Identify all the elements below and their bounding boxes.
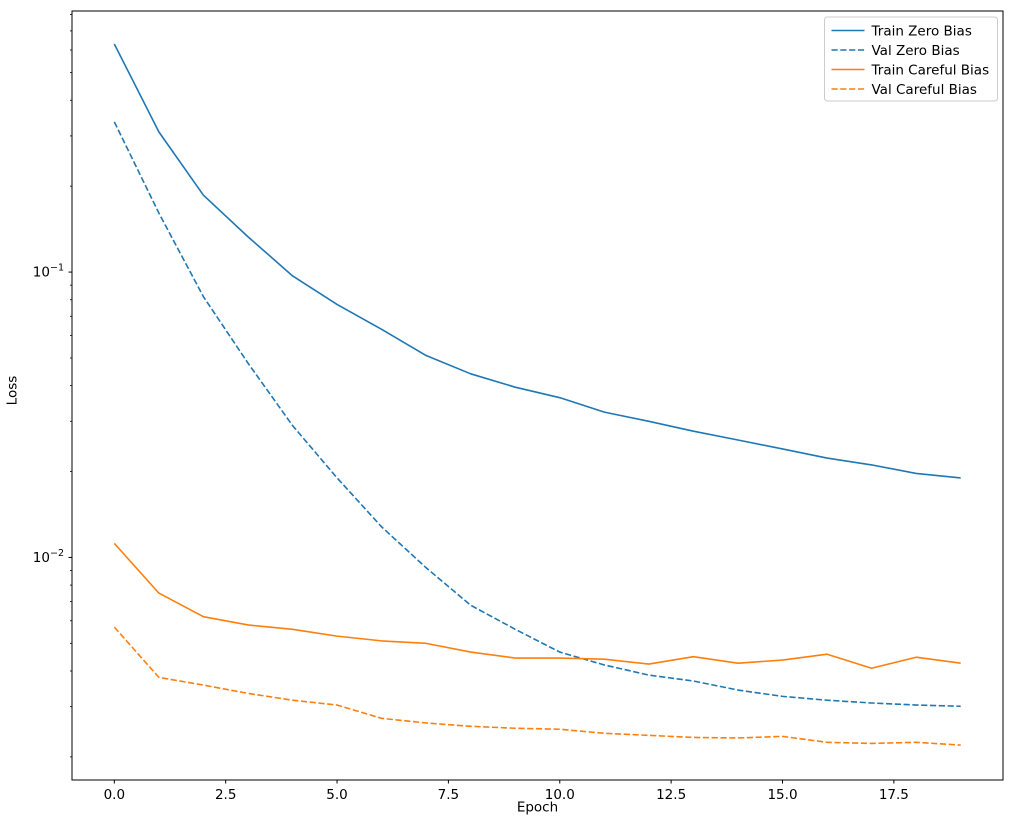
series-lines [113,43,961,746]
line-train-zero-bias [113,43,961,479]
x-tick-label: 5.0 [326,787,347,803]
line-val-zero-bias [113,121,961,708]
x-tick-label: 2.5 [215,787,236,803]
x-tick-label: 12.5 [656,787,686,803]
legend-label-train-careful-bias: Train Careful Bias [871,62,990,78]
y-axis-label: Loss [5,376,21,406]
legend-label-val-zero-bias: Val Zero Bias [872,43,960,59]
y-axis-minor-ticks [70,13,72,758]
y-axis-major-ticks: 10−1 10−2 [33,263,72,566]
legend-item-val-zero-bias: Val Zero Bias [831,43,960,59]
legend-box [824,16,998,102]
plot-frame [71,10,1004,781]
x-tick-label: 7.5 [438,787,459,803]
x-tick-label: 17.5 [879,787,909,803]
legend-item-train-zero-bias: Train Zero Bias [831,23,972,39]
plot-spines [71,10,1004,781]
legend: Train Zero Bias Val Zero Bias Train Carefu… [824,16,998,102]
y-tick-label: 10−2 [33,548,64,566]
legend-label-train-zero-bias: Train Zero Bias [871,23,972,39]
legend-item-val-careful-bias: Val Careful Bias [831,82,977,98]
x-tick-label: 10.0 [545,787,575,803]
line-val-careful-bias [113,626,961,746]
line-train-careful-bias [113,542,961,670]
x-axis-major-ticks: 0.0 2.5 5.0 7.5 10.0 12.5 15.0 17.5 [104,780,909,803]
legend-label-val-careful-bias: Val Careful Bias [872,82,977,98]
x-tick-label: 0.0 [104,787,125,803]
y-tick-label: 10−1 [33,263,64,281]
x-axis-label: Epoch [517,800,558,816]
x-tick-label: 15.0 [767,787,797,803]
legend-item-train-careful-bias: Train Careful Bias [831,62,990,78]
